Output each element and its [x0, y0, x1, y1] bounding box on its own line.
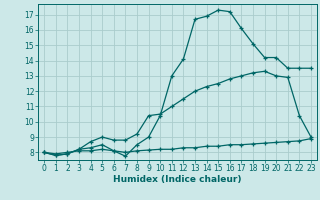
X-axis label: Humidex (Indice chaleur): Humidex (Indice chaleur) — [113, 175, 242, 184]
